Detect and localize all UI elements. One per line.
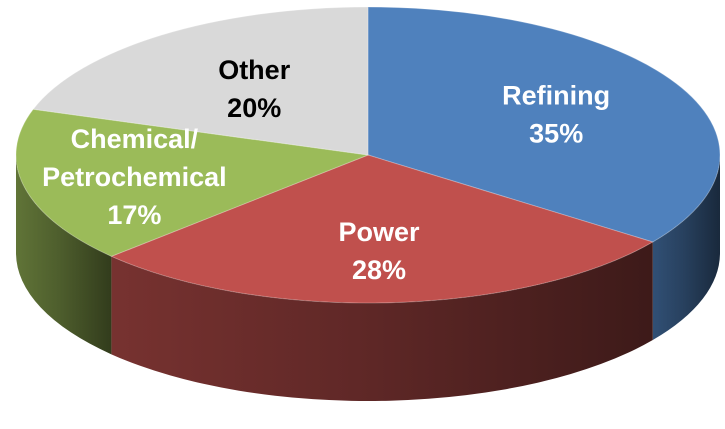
pie-sides — [16, 155, 720, 401]
slice-name-label: Power — [339, 217, 421, 247]
slice-label-chemical-petrochemical: Chemical/Petrochemical 17% — [42, 124, 227, 230]
slice-value-label: 17% — [107, 200, 161, 230]
pie-labels: Refining 35% Power 28% Chemical/Petrochemica… — [42, 55, 610, 285]
slice-side-chemical-petrochemical — [16, 155, 112, 355]
slice-chemical-petrochemical — [15, 108, 370, 257]
slice-name-label: Other — [218, 55, 291, 85]
slice-value-label: 28% — [352, 255, 406, 285]
slice-label-other: Other 20% — [218, 55, 291, 123]
slice-power — [110, 154, 655, 304]
pie-tops — [15, 6, 721, 304]
slice-refining — [367, 6, 721, 243]
slice-label-refining: Refining 35% — [502, 81, 610, 149]
slice-side-refining — [652, 155, 720, 340]
slice-name-label: Chemical/ — [71, 124, 199, 154]
slice-name-label: Petrochemical — [42, 162, 227, 192]
slice-other — [32, 6, 369, 156]
slice-label-power: Power 28% — [339, 217, 421, 285]
slice-name-label: Refining — [502, 81, 610, 111]
slice-value-label: 35% — [529, 119, 583, 149]
slice-side-power — [111, 241, 653, 401]
slice-value-label: 20% — [227, 93, 281, 123]
